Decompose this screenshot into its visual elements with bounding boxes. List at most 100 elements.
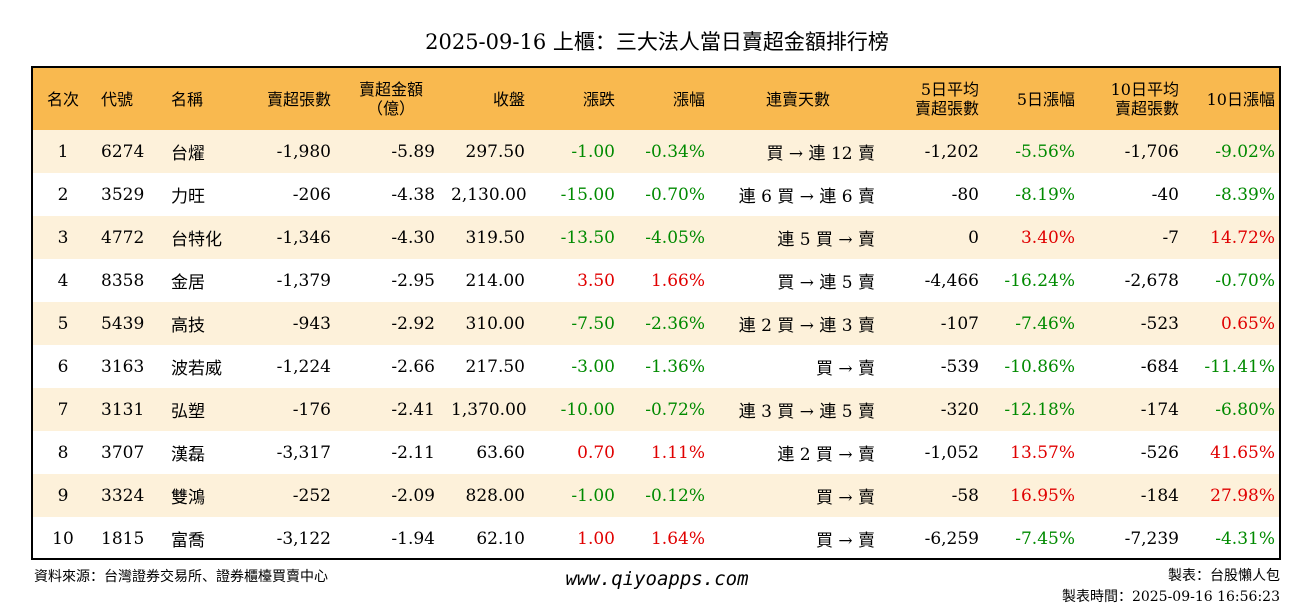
table-row: 8 3707 漢磊 -3,317 -2.11 63.60 0.70 1.11% 連 2 買 → … <box>33 431 1279 474</box>
cell-amount: -2.41 <box>391 399 435 420</box>
cell-avg5: -320 <box>940 399 979 420</box>
cell-change-pct: -1.36% <box>645 356 705 377</box>
cell-avg10: -7 <box>1162 227 1179 248</box>
cell-name: 富喬 <box>171 531 205 551</box>
table-header-row: 名次 代號 名稱 賣超張數 賣超金額 （億） 收盤 漲跌 漲幅 連賣天數 5日平… <box>33 68 1279 130</box>
cell-rank: 9 <box>57 485 69 506</box>
cell-shares: -206 <box>292 184 331 205</box>
cell-change: -1.00 <box>571 141 615 162</box>
cell-amount: -2.95 <box>391 270 435 291</box>
website-link[interactable]: www.qiyoapps.com <box>565 568 749 590</box>
cell-name: 台燿 <box>171 144 205 164</box>
cell-close: 62.10 <box>476 528 525 549</box>
cell-change-pct: 1.66% <box>650 270 705 291</box>
cell-streak: 連 2 買 → 連 3 賣 <box>738 316 875 336</box>
cell-pct10: 14.72% <box>1210 227 1275 248</box>
cell-shares: -1,379 <box>276 270 331 291</box>
cell-amount: -2.66 <box>391 356 435 377</box>
cell-pct10: -4.31% <box>1215 528 1275 549</box>
table-row: 5 5439 高技 -943 -2.92 310.00 -7.50 -2.36% 連 2 買 →… <box>33 302 1279 345</box>
header-pct10: 10日漲幅 <box>1206 89 1275 109</box>
cell-amount: -2.09 <box>391 485 435 506</box>
cell-code: 3707 <box>101 442 145 463</box>
cell-close: 297.50 <box>465 141 525 162</box>
cell-name: 弘塑 <box>171 402 205 422</box>
header-rank: 名次 <box>46 89 79 109</box>
cell-avg10: -184 <box>1140 485 1179 506</box>
header-sell-amount: 賣超金額 （億） <box>339 68 443 130</box>
data-source: 資料來源：台灣證券交易所、證券櫃檯買賣中心 <box>34 569 328 585</box>
cell-streak: 買 → 連 5 賣 <box>777 273 875 293</box>
cell-pct5: -12.18% <box>1004 399 1075 420</box>
cell-amount: -2.11 <box>391 442 435 463</box>
cell-streak: 買 → 賣 <box>815 531 875 551</box>
header-pct5: 5日漲幅 <box>1016 89 1075 109</box>
cell-streak: 買 → 連 12 賣 <box>766 144 876 164</box>
made-time: 製表時間：2025-09-16 16:56:23 <box>1061 589 1280 605</box>
cell-change: 1.00 <box>577 528 615 549</box>
cell-close: 828.00 <box>465 485 525 506</box>
cell-change: 0.70 <box>577 442 615 463</box>
header-name: 名稱 <box>171 89 204 109</box>
cell-avg5: -80 <box>951 184 979 205</box>
header-avg5-line2: 賣超張數 <box>914 99 979 118</box>
header-close: 收盤 <box>492 89 525 109</box>
cell-close: 217.50 <box>465 356 525 377</box>
cell-avg10: -1,706 <box>1124 141 1179 162</box>
cell-change-pct: -0.72% <box>645 399 705 420</box>
cell-pct5: -16.24% <box>1004 270 1075 291</box>
cell-avg10: -174 <box>1140 399 1179 420</box>
cell-change: 3.50 <box>577 270 615 291</box>
header-sell-shares: 賣超張數 <box>266 89 331 109</box>
header-avg5: 5日平均 賣超張數 <box>883 68 987 130</box>
table-row: 1 6274 台燿 -1,980 -5.89 297.50 -1.00 -0.34% 買 → 連… <box>33 130 1279 173</box>
table-row: 7 3131 弘塑 -176 -2.41 1,370.00 -10.00 -0.72% 連 3 … <box>33 388 1279 431</box>
cell-pct5: -8.19% <box>1015 184 1075 205</box>
cell-pct10: -8.39% <box>1215 184 1275 205</box>
cell-shares: -943 <box>292 313 331 334</box>
cell-pct10: -0.70% <box>1215 270 1275 291</box>
cell-rank: 5 <box>57 313 69 334</box>
cell-code: 5439 <box>101 313 145 334</box>
cell-change-pct: 1.11% <box>650 442 705 463</box>
cell-pct5: -10.86% <box>1004 356 1075 377</box>
table-row: 10 1815 富喬 -3,122 -1.94 62.10 1.00 1.64% 買 → 賣 -6… <box>33 517 1279 558</box>
cell-code: 8358 <box>101 270 145 291</box>
ranking-table: 名次 代號 名稱 賣超張數 賣超金額 （億） 收盤 漲跌 漲幅 連賣天數 5日平… <box>31 66 1281 560</box>
cell-change: -1.00 <box>571 485 615 506</box>
cell-avg5: -6,259 <box>924 528 979 549</box>
cell-streak: 連 2 買 → 賣 <box>777 445 875 465</box>
cell-close: 1,370.00 <box>451 399 527 420</box>
cell-rank: 6 <box>57 356 69 377</box>
cell-avg5: -107 <box>940 313 979 334</box>
header-sell-amount-line1: 賣超金額 <box>358 80 423 99</box>
cell-change-pct: -0.12% <box>645 485 705 506</box>
cell-shares: -3,317 <box>276 442 331 463</box>
cell-pct5: 16.95% <box>1010 485 1075 506</box>
header-avg10: 10日平均 賣超張數 <box>1083 68 1187 130</box>
cell-close: 214.00 <box>465 270 525 291</box>
cell-shares: -176 <box>292 399 331 420</box>
cell-code: 4772 <box>101 227 145 248</box>
cell-rank: 4 <box>57 270 69 291</box>
cell-pct5: 3.40% <box>1020 227 1075 248</box>
cell-pct5: -7.46% <box>1015 313 1075 334</box>
table-row: 2 3529 力旺 -206 -4.38 2,130.00 -15.00 -0.70% 連 6 … <box>33 173 1279 216</box>
header-avg5-line1: 5日平均 <box>920 80 979 99</box>
cell-rank: 10 <box>52 528 74 549</box>
cell-shares: -252 <box>292 485 331 506</box>
cell-streak: 連 3 買 → 連 5 賣 <box>738 402 875 422</box>
header-code: 代號 <box>101 89 134 109</box>
cell-shares: -1,346 <box>276 227 331 248</box>
cell-pct10: -6.80% <box>1215 399 1275 420</box>
cell-avg10: -526 <box>1140 442 1179 463</box>
cell-code: 3324 <box>101 485 145 506</box>
cell-change: -15.00 <box>560 184 615 205</box>
cell-change-pct: -0.70% <box>645 184 705 205</box>
cell-pct10: -9.02% <box>1215 141 1275 162</box>
table-row: 4 8358 金居 -1,379 -2.95 214.00 3.50 1.66% 買 → 連 5… <box>33 259 1279 302</box>
cell-code: 3163 <box>101 356 145 377</box>
cell-pct5: -5.56% <box>1015 141 1075 162</box>
table-row: 9 3324 雙鴻 -252 -2.09 828.00 -1.00 -0.12% 買 → 賣 -5… <box>33 474 1279 517</box>
cell-name: 力旺 <box>171 187 205 207</box>
